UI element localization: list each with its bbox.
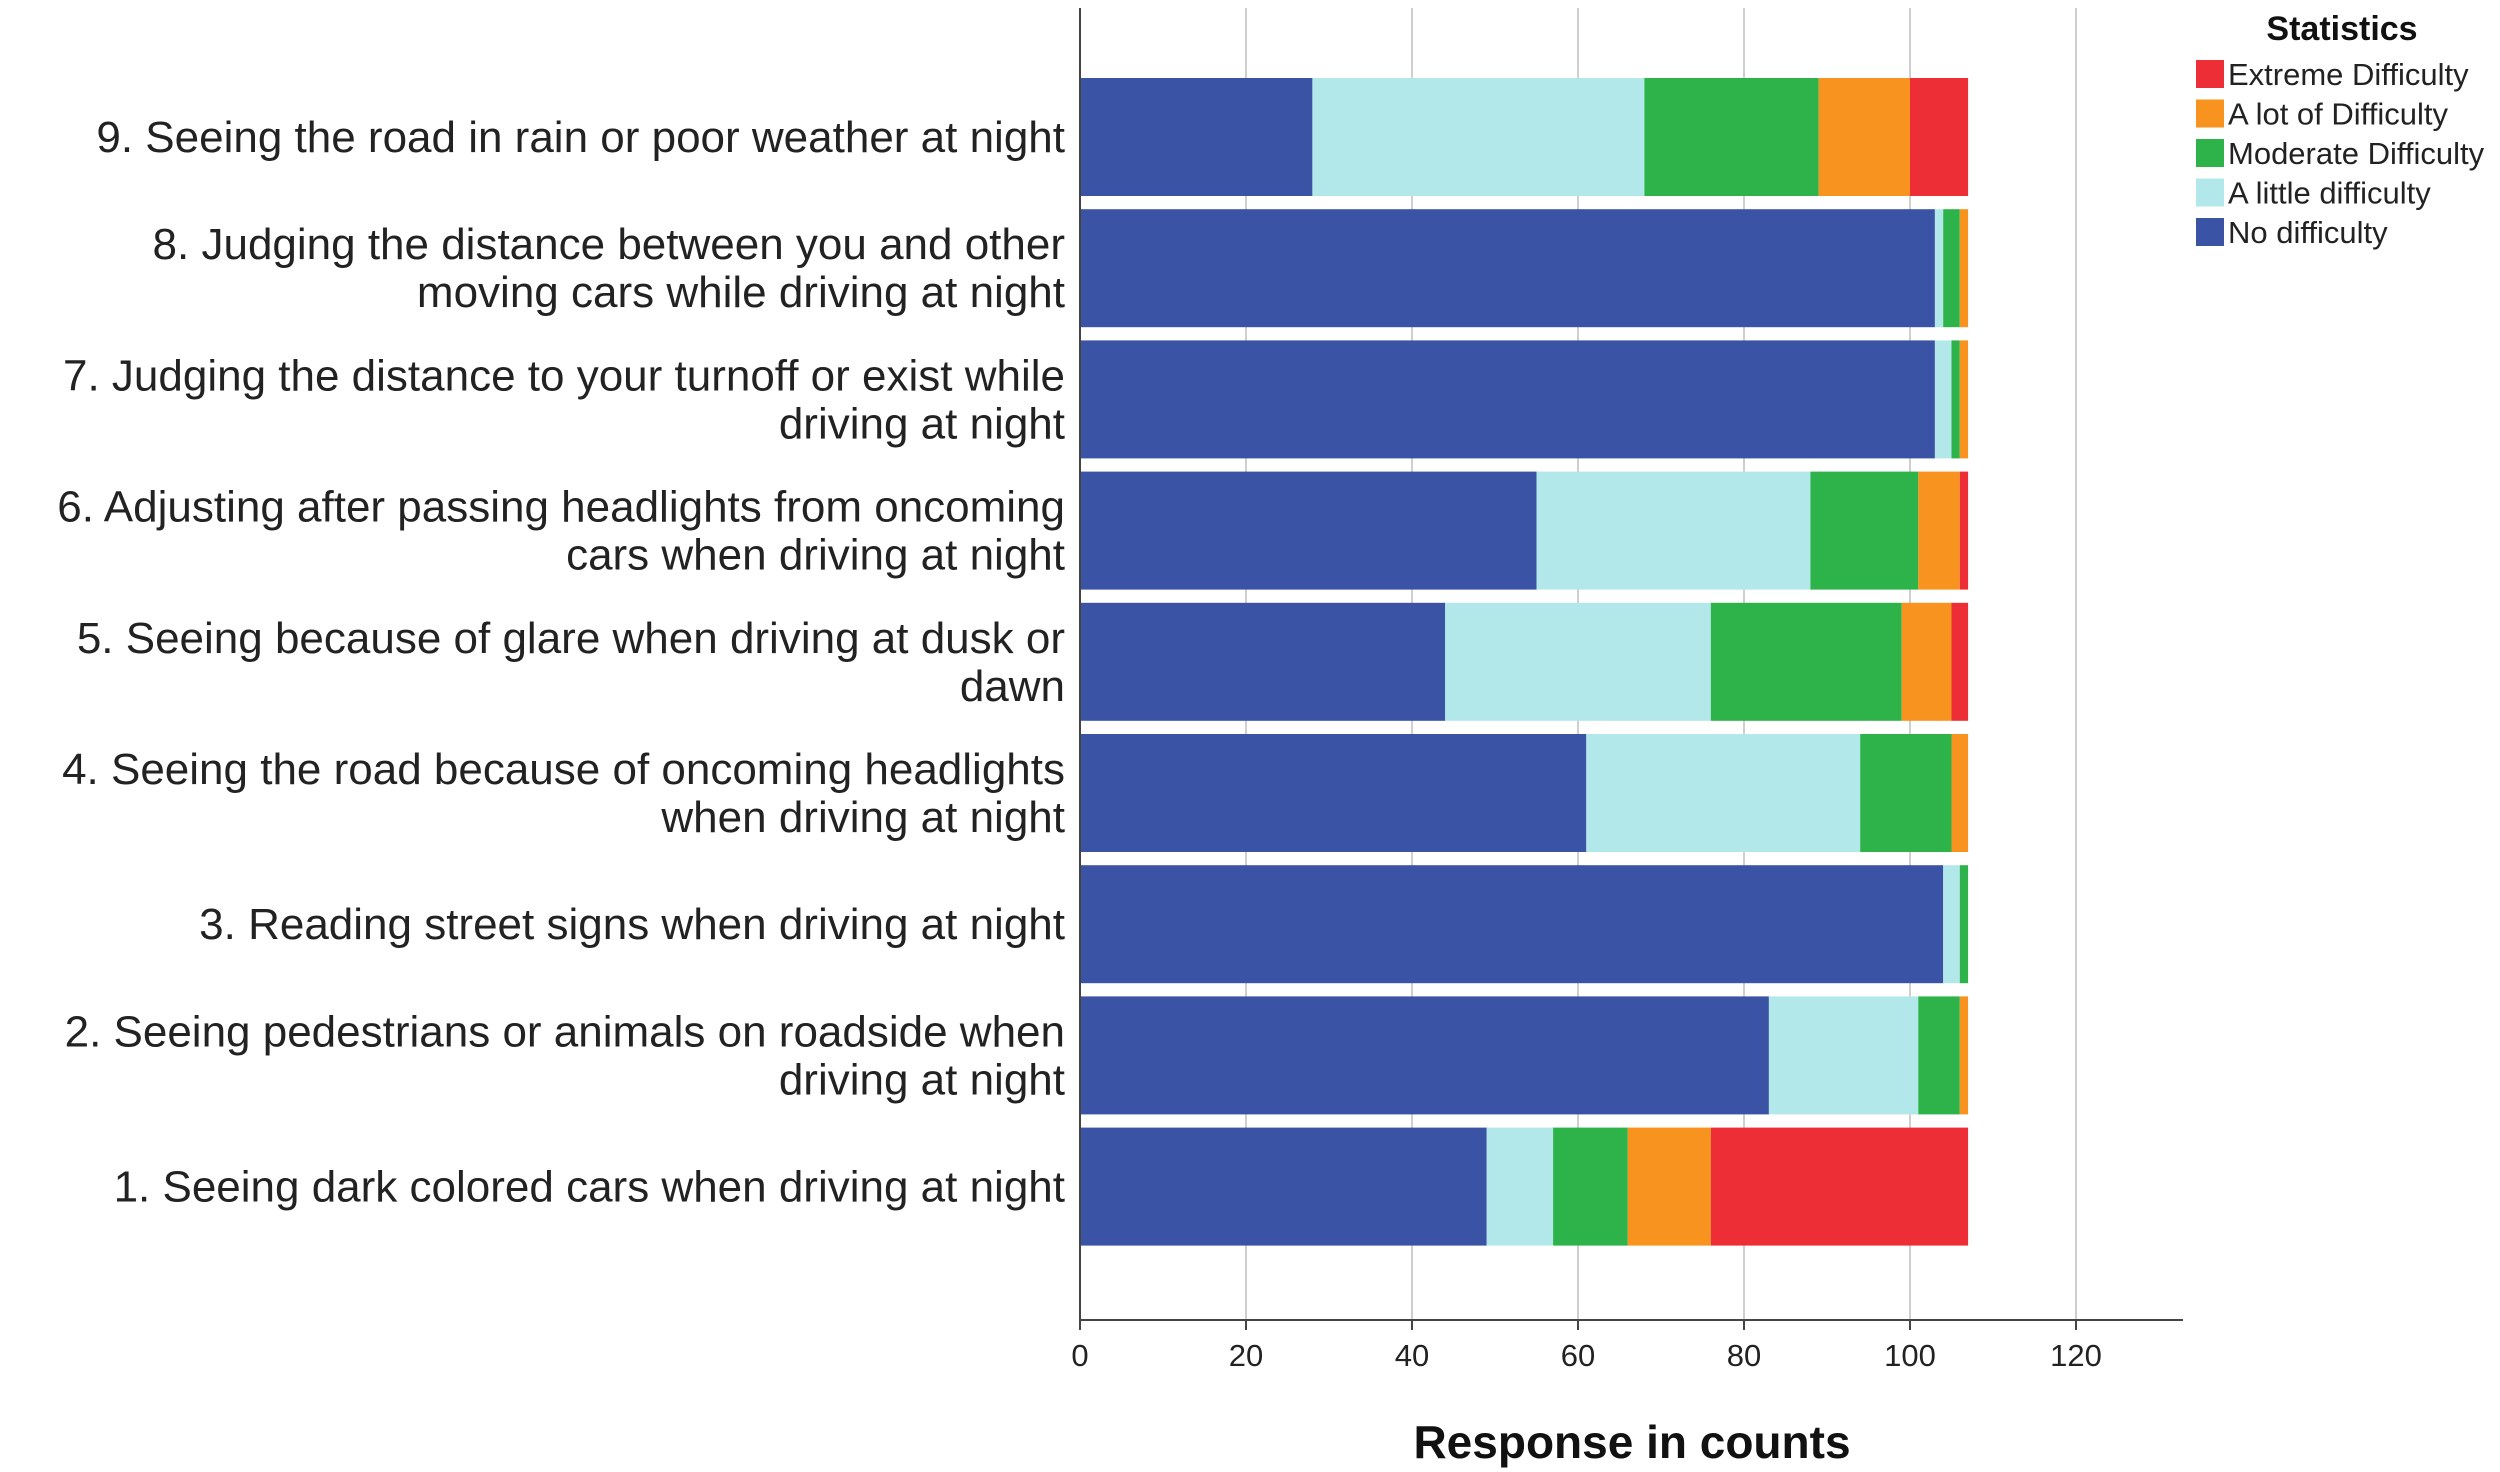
bar-segment bbox=[1959, 340, 1969, 459]
bar-segment bbox=[1918, 996, 1960, 1115]
bar-segment bbox=[1312, 78, 1645, 196]
legend-title: Statistics bbox=[2266, 10, 2417, 48]
category-label: driving at night bbox=[779, 1055, 1065, 1104]
x-tick-label: 80 bbox=[1727, 1338, 1761, 1373]
category-label: 3. Reading street signs when driving at … bbox=[199, 900, 1065, 949]
bar-segment bbox=[1080, 996, 1769, 1115]
bar-segment bbox=[1810, 471, 1919, 590]
category-label: cars when driving at night bbox=[566, 531, 1065, 580]
bar-segment bbox=[1080, 734, 1587, 852]
bar-segment bbox=[1627, 1127, 1711, 1246]
legend-swatch bbox=[2196, 99, 2224, 128]
bar-segment bbox=[1901, 602, 1952, 721]
bar-segment bbox=[1818, 78, 1910, 196]
bar-segment bbox=[1445, 602, 1711, 721]
category-label: 5. Seeing because of glare when driving … bbox=[77, 614, 1065, 663]
category-label: driving at night bbox=[779, 399, 1065, 448]
bar-segment bbox=[1644, 78, 1819, 196]
bar-segment bbox=[1860, 734, 1952, 852]
x-tick-label: 0 bbox=[1071, 1338, 1088, 1373]
bar-segment bbox=[1959, 209, 1969, 328]
bar-segment bbox=[1910, 78, 1969, 196]
bar-segment bbox=[1710, 602, 1902, 721]
bars bbox=[1080, 78, 1969, 1246]
legend-entry: Moderate Difficulty bbox=[2228, 136, 2485, 171]
bar-segment bbox=[1710, 1127, 1969, 1246]
x-tick-label: 100 bbox=[1884, 1338, 1936, 1373]
category-label: when driving at night bbox=[660, 793, 1065, 842]
bar-segment bbox=[1080, 78, 1313, 196]
category-label: 9. Seeing the road in rain or poor weath… bbox=[96, 113, 1065, 162]
bar-segment bbox=[1080, 1127, 1487, 1246]
bar-segment bbox=[1080, 471, 1537, 590]
bar-segment bbox=[1934, 209, 1944, 328]
category-label: dawn bbox=[960, 662, 1065, 711]
legend: Statistics Extreme Difficulty A lot of Di… bbox=[2196, 10, 2485, 250]
category-label: 7. Judging the distance to your turnoff … bbox=[63, 351, 1065, 400]
bar-segment bbox=[1951, 734, 1969, 852]
category-label: 8. Judging the distance between you and … bbox=[153, 220, 1065, 269]
bar-segment bbox=[1918, 471, 1960, 590]
x-tick-label: 120 bbox=[2050, 1338, 2102, 1373]
x-tick-label: 20 bbox=[1229, 1338, 1263, 1373]
bar-segment bbox=[1486, 1127, 1554, 1246]
bar-segment bbox=[1959, 471, 1969, 590]
bar-segment bbox=[1934, 340, 1952, 459]
legend-entry: No difficulty bbox=[2228, 215, 2388, 250]
x-axis-title: Response in counts bbox=[1413, 1416, 1850, 1468]
x-tick-labels: 0 20 40 60 80 100 120 bbox=[1071, 1320, 2102, 1373]
bar-segment bbox=[1080, 865, 1944, 984]
x-tick-label: 40 bbox=[1395, 1338, 1429, 1373]
bar-segment bbox=[1943, 209, 1960, 328]
bar-segment bbox=[1080, 602, 1446, 721]
category-label: 6. Adjusting after passing headlights fr… bbox=[57, 483, 1065, 532]
bar-segment bbox=[1080, 340, 1935, 459]
category-label: 2. Seeing pedestrians or animals on road… bbox=[65, 1007, 1065, 1056]
legend-entry: A lot of Difficulty bbox=[2228, 97, 2448, 132]
legend-entry: Extreme Difficulty bbox=[2228, 57, 2469, 92]
bar-segment bbox=[1080, 209, 1935, 328]
bar-segment bbox=[1586, 734, 1861, 852]
axes bbox=[1079, 8, 2183, 1321]
legend-swatch bbox=[2196, 60, 2224, 88]
category-label: 1. Seeing dark colored cars when driving… bbox=[114, 1163, 1065, 1212]
bar-segment bbox=[1553, 1127, 1628, 1246]
category-label: 4. Seeing the road because of oncoming h… bbox=[62, 745, 1065, 794]
bar-segment bbox=[1951, 340, 1960, 459]
bar-segment bbox=[1959, 865, 1969, 984]
legend-entry: A little difficulty bbox=[2228, 176, 2431, 211]
legend-swatch bbox=[2196, 178, 2224, 207]
category-labels: 9. Seeing the road in rain or poor weath… bbox=[57, 113, 1065, 1212]
x-tick-label: 60 bbox=[1561, 1338, 1595, 1373]
category-label: moving cars while driving at night bbox=[417, 268, 1065, 317]
legend-swatch bbox=[2196, 139, 2224, 167]
bar-segment bbox=[1768, 996, 1919, 1115]
bar-segment bbox=[1959, 996, 1969, 1115]
bar-segment bbox=[1943, 865, 1960, 984]
legend-swatch bbox=[2196, 218, 2224, 246]
bar-segment bbox=[1536, 471, 1811, 590]
bar-segment bbox=[1951, 602, 1969, 721]
